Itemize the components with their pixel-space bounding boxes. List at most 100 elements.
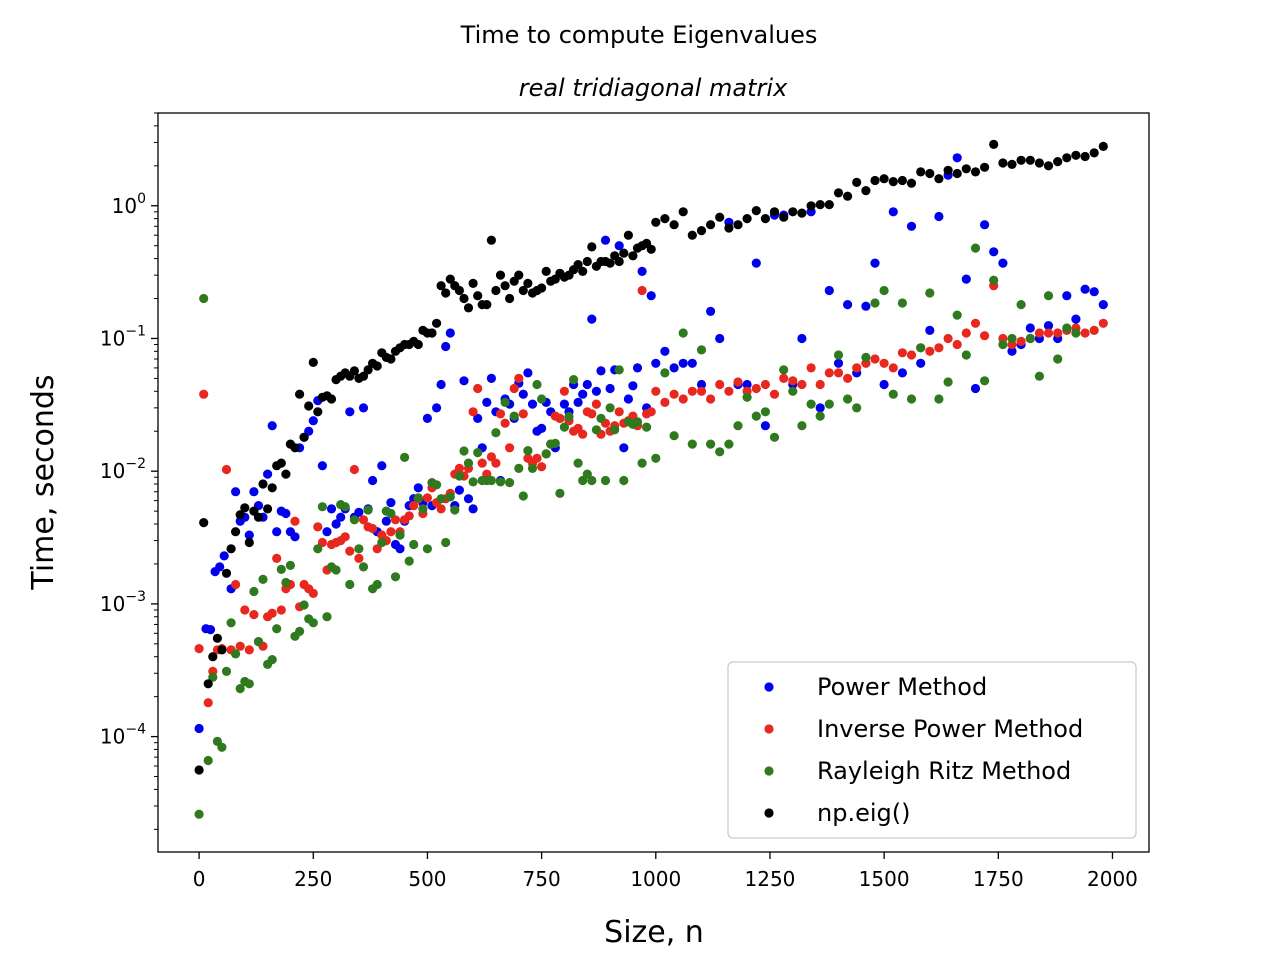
data-point	[308, 588, 318, 599]
data-point	[473, 448, 483, 458]
data-point	[925, 288, 935, 298]
legend-marker	[764, 766, 774, 776]
data-point	[628, 251, 638, 261]
data-point	[660, 368, 670, 378]
data-point	[527, 463, 538, 473]
data-point	[916, 358, 926, 368]
data-point	[518, 389, 528, 399]
data-point	[523, 446, 533, 456]
data-point	[317, 461, 327, 471]
data-point	[779, 373, 789, 383]
x-tick-label: 1500	[859, 867, 910, 891]
data-point	[961, 164, 971, 174]
data-point	[1043, 161, 1054, 171]
data-point	[486, 373, 496, 383]
data-point	[788, 386, 798, 396]
data-point	[934, 343, 944, 353]
y-tick-label: 10−2	[100, 456, 146, 483]
data-point	[578, 429, 588, 439]
data-point	[272, 624, 282, 634]
y-tick-label: 100	[112, 191, 146, 218]
data-point	[441, 288, 451, 298]
data-point	[934, 174, 944, 184]
data-point	[559, 399, 570, 409]
data-point	[537, 423, 547, 433]
data-point	[219, 551, 229, 561]
data-point	[961, 328, 971, 338]
data-point	[208, 652, 218, 662]
data-point	[742, 214, 752, 224]
data-point	[404, 556, 414, 566]
data-point	[646, 244, 656, 254]
data-point	[290, 516, 300, 526]
data-point	[358, 403, 369, 413]
data-point	[1071, 314, 1081, 324]
data-point	[404, 511, 414, 521]
data-point	[491, 428, 501, 438]
data-point	[541, 449, 551, 459]
data-point	[381, 516, 391, 526]
data-point	[651, 386, 661, 396]
data-point	[961, 350, 971, 360]
data-point	[998, 339, 1008, 350]
data-point	[1089, 287, 1099, 297]
data-point	[760, 214, 771, 224]
data-point	[870, 175, 880, 186]
data-point	[751, 258, 761, 268]
data-point	[495, 270, 506, 280]
data-point	[651, 217, 661, 227]
data-point	[523, 368, 533, 378]
data-point	[231, 579, 241, 590]
data-point	[468, 278, 478, 288]
y-axis: 10−4 10−3 10−2 10−1 100	[100, 112, 158, 830]
data-point	[276, 564, 286, 575]
data-point	[354, 553, 364, 564]
data-point	[833, 350, 844, 360]
data-point	[486, 235, 496, 245]
data-point	[591, 425, 602, 435]
data-point	[824, 368, 834, 378]
y-tick-label: 10−1	[100, 323, 146, 350]
data-point	[906, 350, 917, 360]
data-point	[473, 413, 483, 423]
data-point	[628, 381, 638, 391]
data-point	[267, 608, 277, 618]
data-point	[916, 167, 926, 177]
data-point	[1034, 371, 1044, 381]
data-point	[733, 421, 743, 431]
data-point	[678, 328, 688, 338]
data-point	[313, 407, 323, 417]
x-tick-label: 1750	[973, 867, 1024, 891]
data-point	[970, 243, 981, 253]
data-point	[989, 275, 999, 285]
data-point	[660, 397, 670, 407]
data-point	[372, 579, 382, 590]
data-point	[970, 383, 981, 394]
data-point	[272, 527, 282, 537]
data-point	[724, 439, 734, 449]
series-3	[194, 243, 1081, 819]
data-point	[815, 200, 825, 210]
data-point	[833, 358, 844, 368]
data-point	[317, 537, 327, 548]
data-point	[221, 568, 232, 578]
data-point	[1098, 141, 1108, 151]
data-point	[514, 373, 524, 383]
data-point	[897, 175, 908, 186]
data-point	[879, 379, 889, 390]
data-point	[436, 494, 446, 504]
data-point	[244, 645, 254, 655]
data-point	[390, 572, 401, 582]
data-point	[1098, 300, 1108, 310]
data-point	[491, 285, 501, 296]
data-point	[1007, 159, 1017, 169]
data-point	[998, 258, 1008, 268]
data-point	[459, 293, 469, 304]
data-point	[559, 386, 570, 396]
data-point	[646, 407, 656, 417]
data-point	[934, 394, 944, 404]
data-point	[377, 537, 387, 548]
data-point	[436, 504, 446, 514]
data-point	[1089, 148, 1099, 158]
data-point	[596, 413, 606, 423]
